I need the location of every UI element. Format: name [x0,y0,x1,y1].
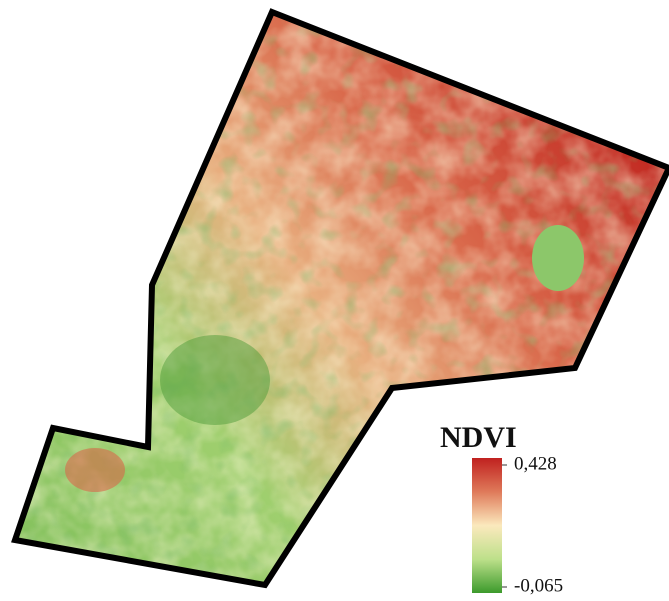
legend-title: NDVI [440,421,517,454]
legend-tick-label: -0,065 [514,575,563,596]
ndvi-raster [0,0,669,601]
page: NDVI 0,428-0,065 (() => { const data = J… [0,0,669,601]
color-ramp [472,458,502,593]
legend-tick-label: 0,428 [514,453,557,474]
map: NDVI 0,428 -0,065 [0,0,669,601]
legend: NDVI 0,428 -0,065 [440,421,563,596]
